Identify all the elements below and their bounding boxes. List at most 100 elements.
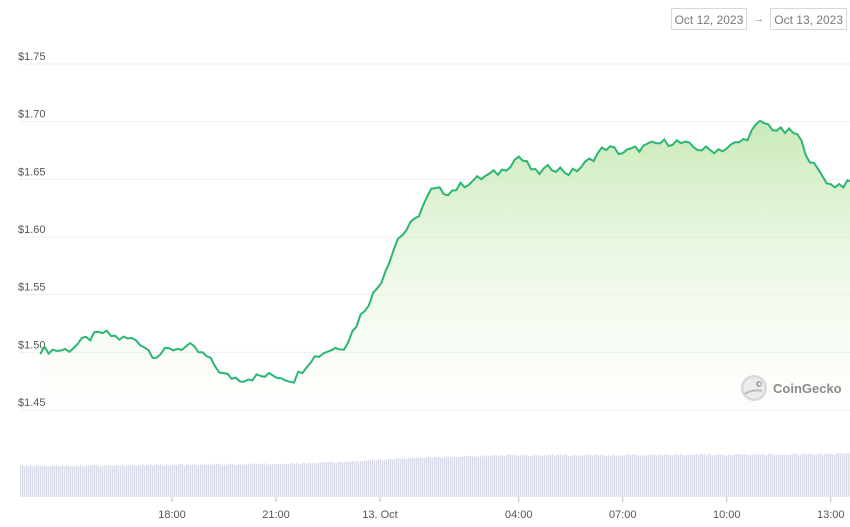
volume-bar bbox=[748, 455, 750, 497]
volume-bar bbox=[260, 463, 262, 497]
volume-bar bbox=[356, 460, 358, 497]
volume-bar bbox=[806, 454, 808, 497]
volume-bar bbox=[120, 465, 122, 497]
volume-bar bbox=[442, 457, 444, 497]
volume-bar bbox=[300, 463, 302, 497]
volume-bar bbox=[46, 466, 48, 497]
volume-bar bbox=[374, 460, 376, 497]
volume-bar bbox=[106, 465, 108, 497]
volume-bar bbox=[654, 454, 656, 497]
volume-bar bbox=[702, 454, 704, 497]
volume-bar bbox=[312, 463, 314, 497]
volume-bar bbox=[808, 454, 810, 497]
volume-bar bbox=[40, 465, 42, 497]
volume-bar bbox=[390, 459, 392, 497]
volume-bar bbox=[802, 453, 804, 497]
volume-bar bbox=[752, 454, 754, 497]
volume-bar bbox=[110, 465, 112, 497]
volume-bar bbox=[718, 454, 720, 497]
volume-bar bbox=[224, 464, 226, 497]
volume-bar bbox=[642, 454, 644, 497]
volume-bar bbox=[720, 454, 722, 497]
volume-bars bbox=[20, 453, 850, 497]
date-from-input[interactable]: Oct 12, 2023 bbox=[670, 8, 748, 30]
volume-bar bbox=[426, 457, 428, 497]
volume-bar bbox=[486, 455, 488, 497]
volume-bar bbox=[562, 455, 564, 497]
volume-bar bbox=[760, 454, 762, 497]
volume-bar bbox=[424, 458, 426, 497]
volume-bar bbox=[466, 455, 468, 497]
volume-bar bbox=[232, 464, 234, 497]
volume-bar bbox=[450, 456, 452, 497]
volume-bar bbox=[534, 454, 536, 497]
volume-bar bbox=[382, 460, 384, 497]
volume-bar bbox=[694, 454, 696, 497]
volume-bar bbox=[214, 464, 216, 497]
volume-bar bbox=[246, 463, 248, 497]
volume-bar bbox=[58, 466, 60, 497]
volume-bar bbox=[56, 465, 58, 497]
volume-bar bbox=[256, 463, 258, 497]
volume-bar bbox=[790, 454, 792, 497]
volume-bar bbox=[64, 466, 66, 497]
volume-bar bbox=[26, 465, 28, 497]
x-tick-label: 07:00 bbox=[609, 509, 637, 521]
price-line bbox=[39, 119, 850, 384]
volume-bar bbox=[544, 454, 546, 497]
volume-bar bbox=[60, 466, 62, 497]
volume-bar bbox=[252, 463, 254, 497]
volume-bar bbox=[386, 459, 388, 497]
volume-bar bbox=[174, 464, 176, 497]
volume-bar bbox=[554, 456, 556, 497]
volume-bar bbox=[472, 455, 474, 497]
volume-bar bbox=[816, 454, 818, 497]
volume-bar bbox=[552, 454, 554, 497]
volume-bar bbox=[582, 455, 584, 497]
volume-bar bbox=[584, 455, 586, 497]
volume-bar bbox=[384, 460, 386, 497]
volume-bar bbox=[328, 462, 330, 497]
volume-bar bbox=[142, 464, 144, 497]
volume-bar bbox=[838, 453, 840, 497]
volume-bar bbox=[536, 455, 538, 497]
volume-bar bbox=[502, 455, 504, 497]
volume-bar bbox=[740, 454, 742, 497]
volume-bar bbox=[168, 464, 170, 497]
volume-bar bbox=[78, 466, 80, 497]
volume-bar bbox=[376, 460, 378, 497]
volume-bar bbox=[842, 453, 844, 497]
volume-bar bbox=[786, 455, 788, 497]
y-tick-label: $1.70 bbox=[18, 109, 46, 121]
volume-bar bbox=[334, 462, 336, 497]
volume-bar bbox=[134, 465, 136, 497]
volume-bar bbox=[686, 454, 688, 497]
volume-bar bbox=[200, 464, 202, 497]
volume-bar bbox=[848, 453, 850, 497]
volume-bar bbox=[568, 455, 570, 497]
y-tick-label: $1.50 bbox=[18, 339, 46, 351]
volume-bar bbox=[514, 454, 516, 497]
date-to-input[interactable]: Oct 13, 2023 bbox=[770, 8, 847, 30]
volume-bar bbox=[676, 455, 678, 497]
volume-bar bbox=[600, 454, 602, 497]
volume-bar bbox=[24, 466, 26, 497]
volume-bar bbox=[474, 456, 476, 497]
volume-bar bbox=[538, 455, 540, 497]
volume-bar bbox=[86, 465, 88, 497]
volume-bar bbox=[572, 455, 574, 497]
volume-bar bbox=[566, 454, 568, 497]
volume-bar bbox=[284, 464, 286, 497]
volume-bar bbox=[146, 464, 148, 497]
volume-bar bbox=[646, 455, 648, 497]
volume-bar bbox=[712, 455, 714, 497]
volume-bar bbox=[280, 464, 282, 497]
volume-bar bbox=[788, 455, 790, 497]
volume-bar bbox=[464, 455, 466, 497]
volume-bar bbox=[70, 465, 72, 497]
volume-bar bbox=[422, 457, 424, 497]
volume-bar bbox=[530, 455, 532, 497]
volume-bar bbox=[520, 455, 522, 497]
volume-bar bbox=[782, 454, 784, 497]
